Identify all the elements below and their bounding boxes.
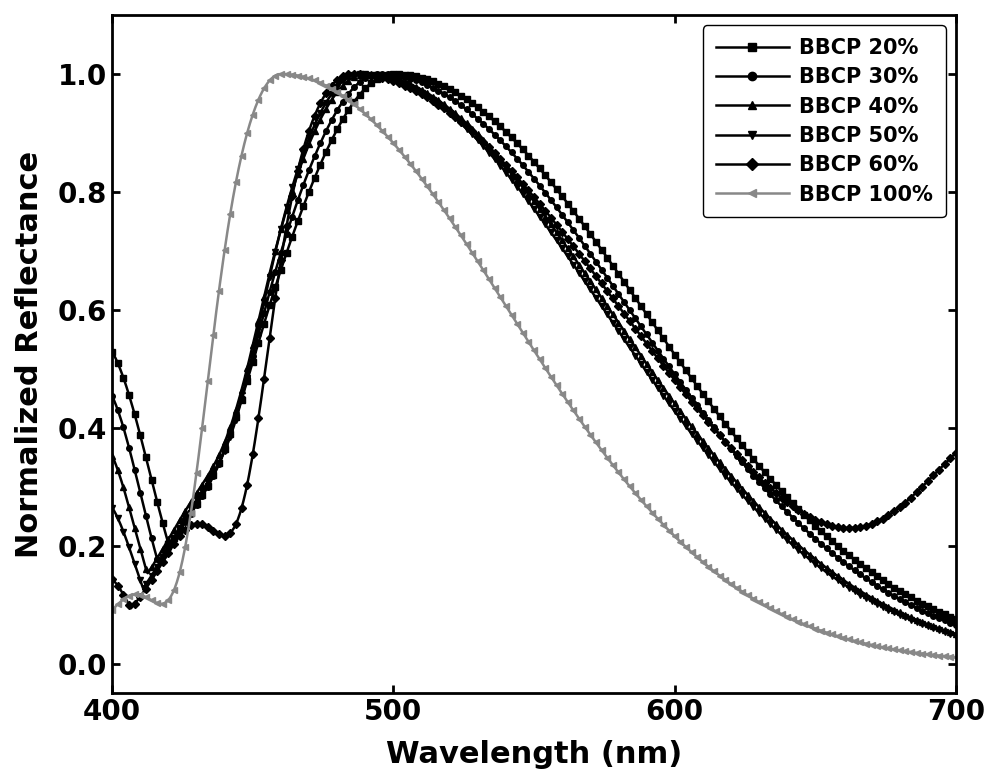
BBCP 100%	[741, 590, 753, 599]
BBCP 100%	[390, 142, 402, 151]
BBCP 60%	[346, 69, 358, 78]
BBCP 30%	[217, 451, 229, 460]
BBCP 40%	[256, 300, 268, 310]
BBCP 100%	[521, 336, 533, 345]
BBCP 60%	[522, 186, 534, 195]
BBCP 30%	[390, 71, 402, 80]
Y-axis label: Normalized Reflectance: Normalized Reflectance	[15, 151, 44, 557]
BBCP 20%	[387, 69, 399, 78]
BBCP 30%	[373, 69, 385, 78]
BBCP 40%	[217, 442, 229, 452]
BBCP 40%	[106, 451, 118, 460]
BBCP 30%	[668, 368, 680, 378]
BBCP 20%	[217, 449, 229, 459]
BBCP 40%	[741, 489, 753, 499]
BBCP 40%	[359, 69, 371, 78]
BBCP 40%	[390, 74, 402, 83]
BBCP 50%	[741, 495, 753, 505]
BBCP 50%	[106, 503, 118, 512]
BBCP 20%	[950, 615, 962, 624]
BBCP 100%	[106, 605, 118, 615]
Line: BBCP 30%: BBCP 30%	[109, 71, 959, 627]
BBCP 20%	[390, 69, 402, 78]
BBCP 30%	[950, 620, 962, 630]
BBCP 50%	[521, 195, 533, 205]
BBCP 40%	[950, 629, 962, 638]
BBCP 30%	[106, 391, 118, 401]
BBCP 50%	[217, 451, 229, 460]
BBCP 60%	[669, 376, 681, 385]
BBCP 30%	[256, 315, 268, 325]
BBCP 60%	[391, 78, 403, 87]
BBCP 100%	[950, 652, 962, 662]
BBCP 100%	[217, 259, 229, 268]
BBCP 100%	[668, 531, 680, 540]
BBCP 100%	[276, 69, 288, 78]
BBCP 60%	[950, 448, 962, 458]
BBCP 30%	[741, 463, 753, 473]
BBCP 50%	[668, 405, 680, 415]
X-axis label: Wavelength (nm): Wavelength (nm)	[386, 740, 682, 769]
BBCP 30%	[521, 166, 533, 176]
Legend: BBCP 20%, BBCP 30%, BBCP 40%, BBCP 50%, BBCP 60%, BBCP 100%: BBCP 20%, BBCP 30%, BBCP 40%, BBCP 50%, …	[703, 25, 946, 217]
BBCP 20%	[668, 349, 680, 358]
BBCP 60%	[106, 575, 118, 584]
BBCP 50%	[256, 307, 268, 316]
Line: BBCP 60%: BBCP 60%	[109, 71, 959, 612]
BBCP 20%	[106, 347, 118, 357]
BBCP 60%	[742, 462, 754, 471]
BBCP 40%	[521, 188, 533, 198]
Line: BBCP 40%: BBCP 40%	[109, 71, 959, 637]
BBCP 40%	[668, 397, 680, 407]
BBCP 20%	[741, 446, 753, 456]
BBCP 20%	[256, 325, 268, 335]
Line: BBCP 100%: BBCP 100%	[109, 71, 959, 660]
BBCP 50%	[390, 76, 402, 85]
BBCP 100%	[256, 87, 268, 96]
BBCP 60%	[218, 531, 230, 540]
BBCP 60%	[257, 381, 269, 390]
BBCP 50%	[354, 69, 366, 78]
BBCP 20%	[521, 150, 533, 159]
BBCP 50%	[950, 631, 962, 641]
Line: BBCP 50%: BBCP 50%	[109, 71, 959, 638]
BBCP 60%	[125, 604, 137, 613]
Line: BBCP 20%: BBCP 20%	[109, 71, 959, 622]
